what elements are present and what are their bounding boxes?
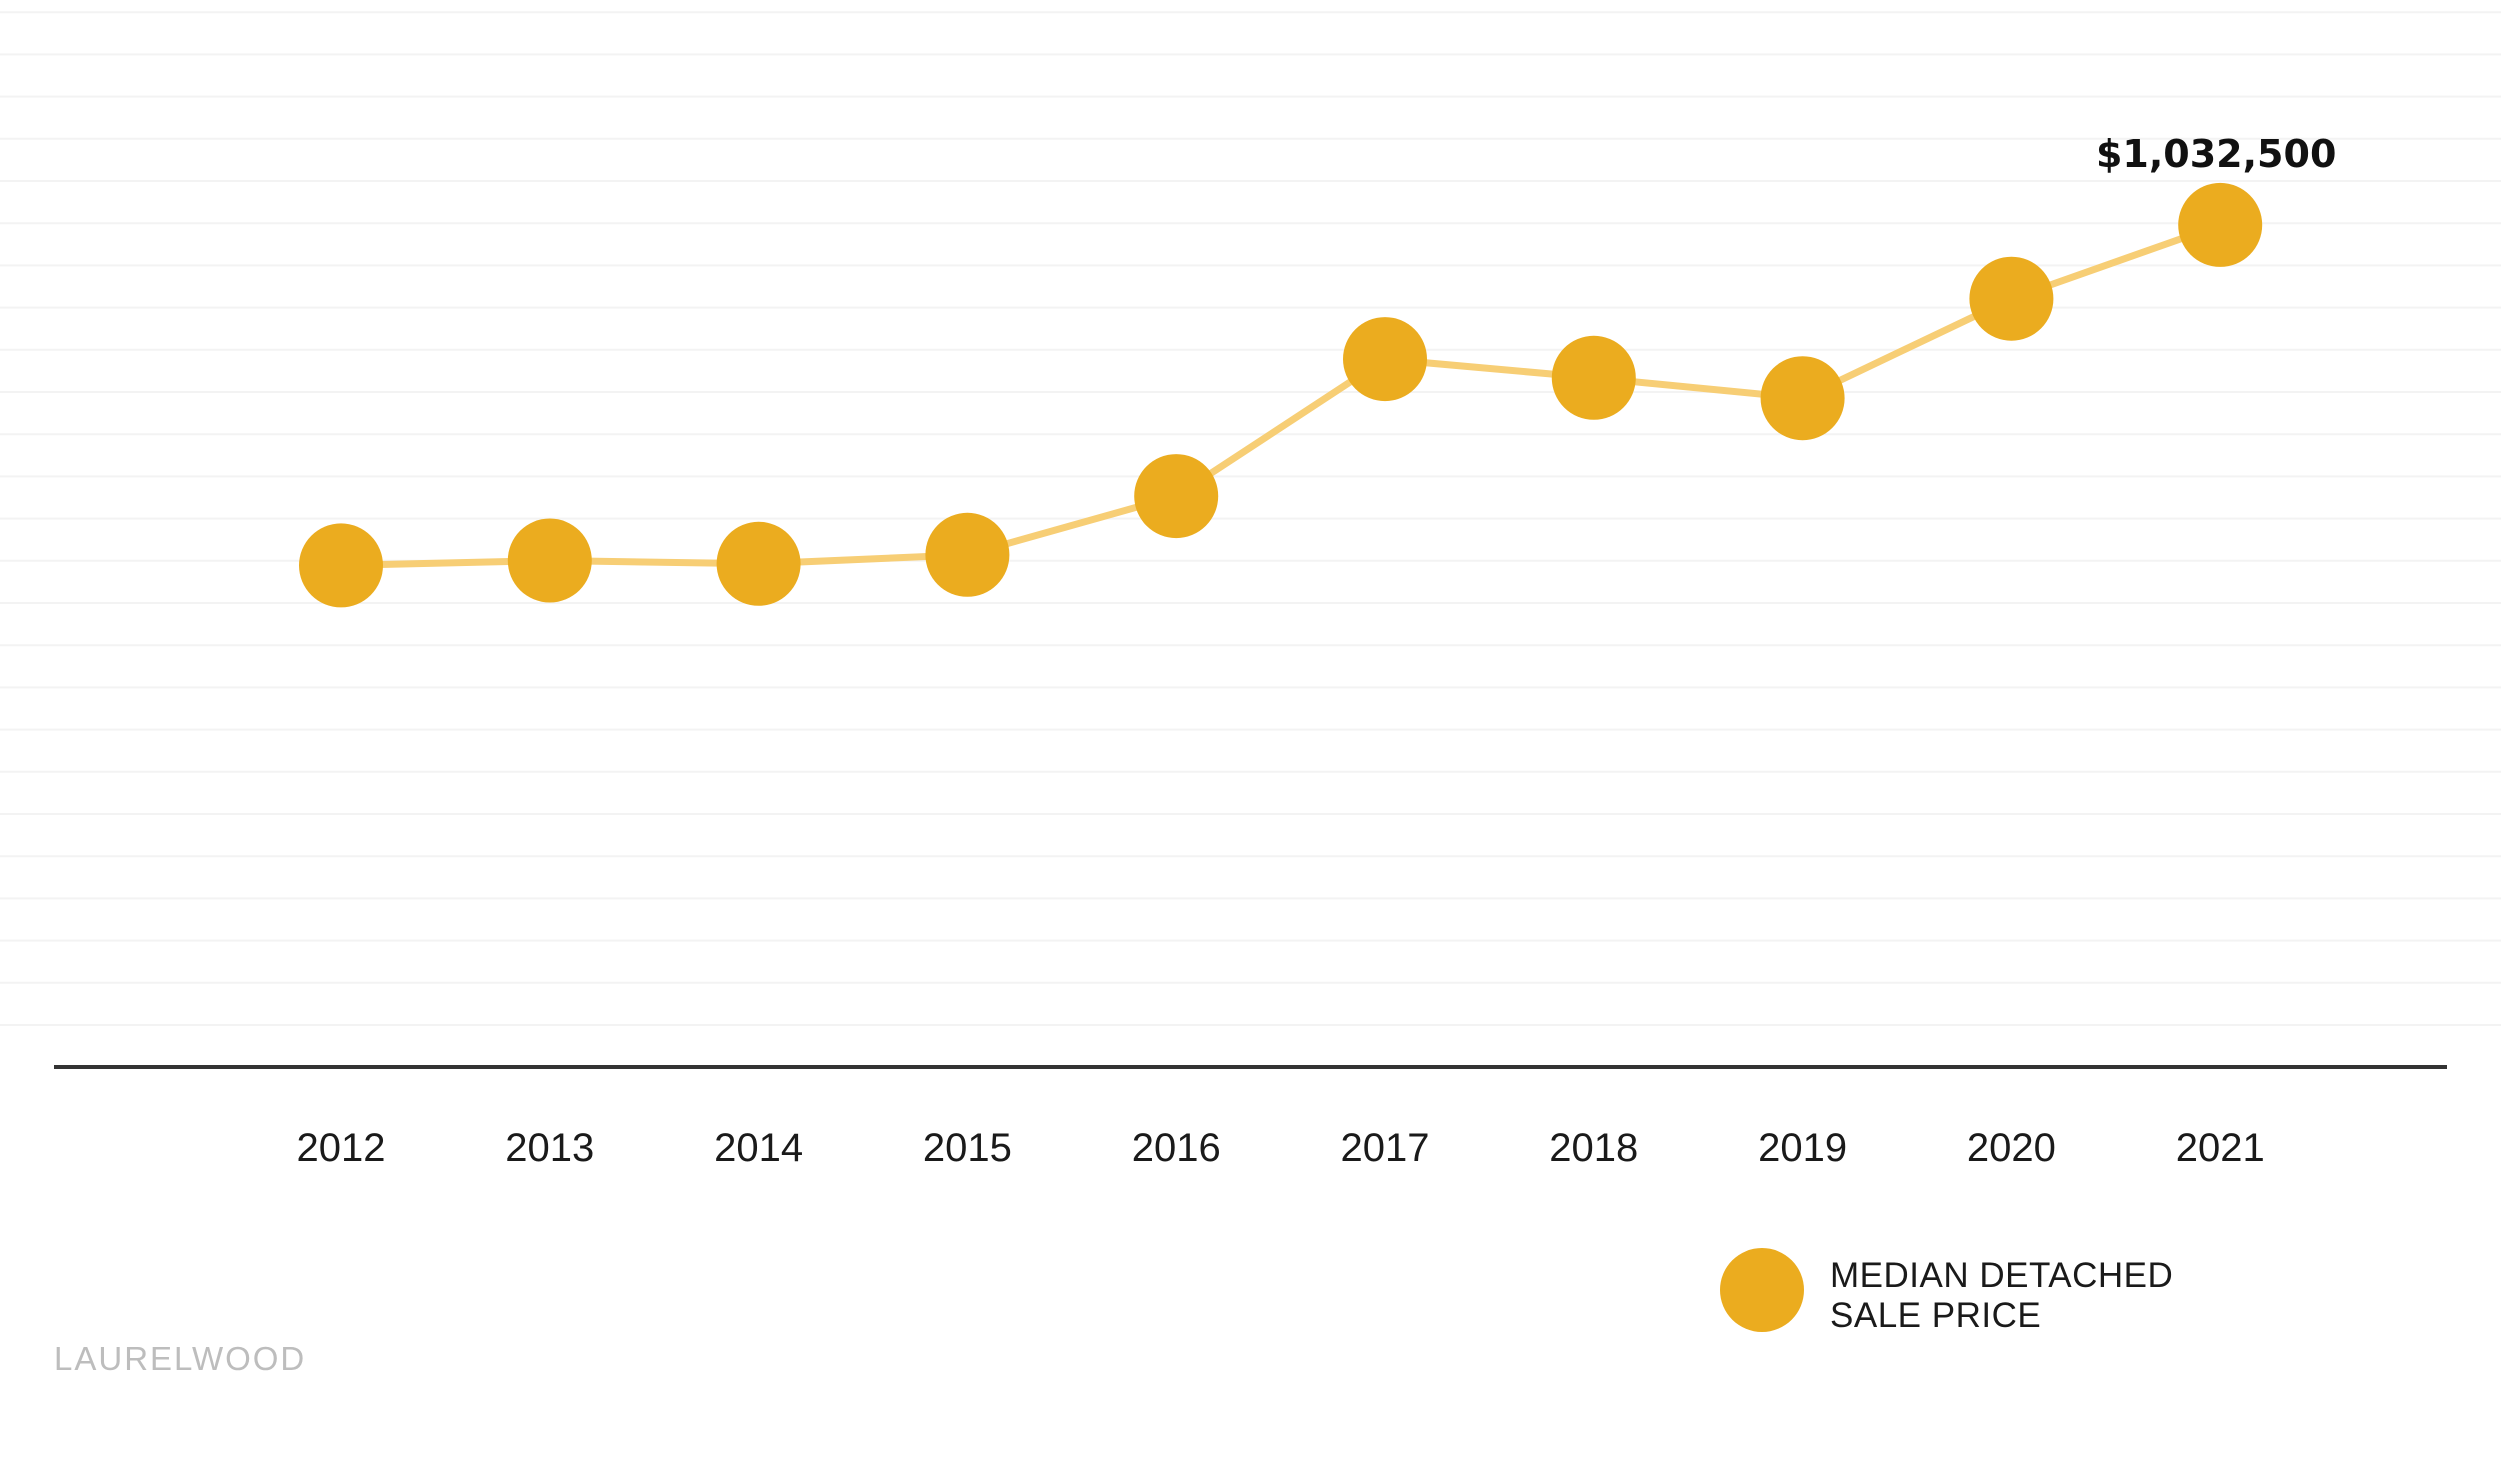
x-tick-label-2017: 2017 xyxy=(1341,1126,1430,1170)
data-point-2020 xyxy=(1969,256,2054,341)
data-point-2021 xyxy=(2178,182,2263,267)
legend-marker xyxy=(1720,1248,1804,1332)
x-tick-label-2020: 2020 xyxy=(1967,1126,2056,1170)
x-tick-label-2016: 2016 xyxy=(1132,1126,1221,1170)
x-tick-label-2014: 2014 xyxy=(714,1126,803,1170)
data-point-2014 xyxy=(716,521,801,606)
x-tick-label-2021: 2021 xyxy=(2176,1126,2265,1170)
data-point-2016 xyxy=(1134,454,1219,539)
x-axis-tick-labels: 2012 2013 2014 2015 2016 2017 2018 2019 2020 2021 xyxy=(297,1126,2265,1170)
legend: MEDIAN DETACHED SALE PRICE xyxy=(1720,1248,2173,1335)
legend-label-line-1: MEDIAN DETACHED xyxy=(1830,1256,2173,1295)
x-tick-label-2019: 2019 xyxy=(1758,1126,1847,1170)
data-point-2012 xyxy=(299,523,383,608)
data-point-2019 xyxy=(1760,356,1845,441)
data-point-2013 xyxy=(507,518,592,603)
series-line-layer xyxy=(340,221,2222,569)
x-tick-label-2012: 2012 xyxy=(297,1126,386,1170)
data-point-2018 xyxy=(1551,335,1636,420)
x-tick-label-2013: 2013 xyxy=(505,1126,594,1170)
x-tick-label-2018: 2018 xyxy=(1549,1126,1638,1170)
x-tick-label-2015: 2015 xyxy=(923,1126,1012,1170)
series-points xyxy=(299,182,2263,608)
series-line xyxy=(340,221,2222,569)
last-value-callout: $1,032,500 xyxy=(2096,132,2336,176)
data-point-2015 xyxy=(925,512,1010,597)
brand-logo-text: LAURELWOOD xyxy=(54,1340,306,1377)
legend-label-line-2: SALE PRICE xyxy=(1830,1296,2041,1335)
data-point-2017 xyxy=(1343,317,1427,402)
